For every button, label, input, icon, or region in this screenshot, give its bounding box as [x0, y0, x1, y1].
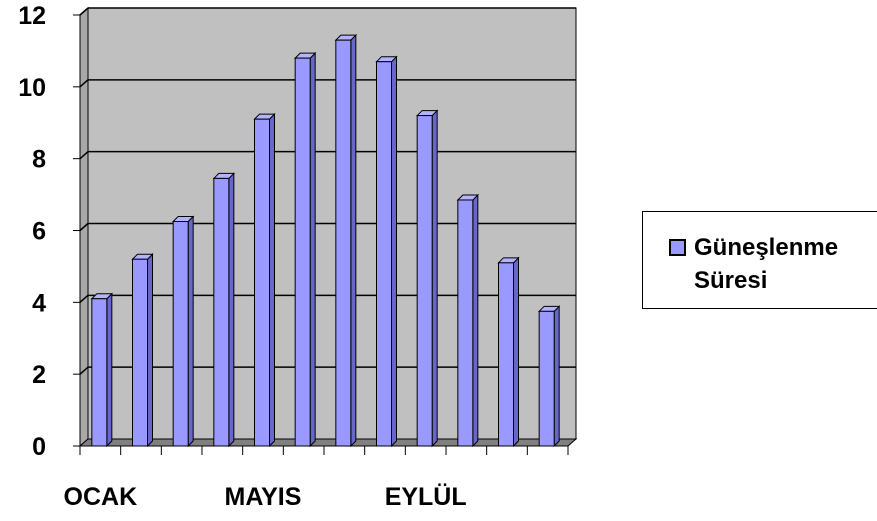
x-tick-label: OCAK — [64, 483, 138, 511]
bar — [415, 109, 439, 448]
bar-front — [294, 57, 311, 447]
gridline-side — [79, 366, 89, 375]
x-tick-labels: OCAK MAYIS EYLÜL — [64, 482, 467, 511]
bar — [293, 51, 317, 448]
legend-label-line2: Süresi — [694, 267, 768, 294]
legend: Güneşlenme Süresi — [642, 211, 877, 309]
bar — [537, 305, 561, 448]
bar-side — [513, 256, 519, 448]
bar-side — [106, 292, 113, 448]
gridline-side — [79, 294, 89, 303]
legend-swatch — [669, 239, 686, 256]
legend-label-line1: Güneşlenme — [694, 234, 839, 261]
x-tick-label: MAYIS — [225, 483, 302, 511]
y-tick-label: 12 — [18, 2, 46, 30]
y-tick-label: 10 — [18, 74, 46, 102]
bar — [131, 253, 154, 448]
y-tick-label: 8 — [32, 146, 46, 174]
y-tick-label: 0 — [32, 433, 46, 461]
bar — [171, 215, 195, 448]
bar-side — [391, 55, 397, 448]
bar-side — [350, 33, 357, 448]
legend-label: Güneşlenme Süresi — [694, 231, 877, 297]
bar — [212, 172, 236, 448]
gridline-side — [79, 151, 89, 160]
x-tick-label: EYLÜL — [385, 482, 467, 511]
gridline-side — [79, 222, 89, 232]
y-tick-label: 6 — [32, 218, 46, 246]
bar-side — [553, 305, 560, 448]
bar-front — [254, 118, 270, 447]
bar-side — [269, 112, 275, 448]
bar-side — [431, 109, 438, 448]
bar — [456, 193, 480, 448]
bar-front — [457, 199, 474, 447]
bar-front — [213, 177, 230, 447]
bar-front — [376, 61, 392, 447]
bar-front — [172, 221, 189, 447]
bar-front — [416, 115, 433, 447]
bar-side — [228, 172, 235, 448]
y-tick-label: 2 — [32, 361, 46, 389]
bar — [375, 55, 398, 448]
gridlines — [79, 7, 576, 375]
bars — [90, 33, 561, 448]
bar-front — [91, 298, 108, 447]
bar-front — [335, 39, 352, 447]
bar-front — [132, 258, 148, 447]
axes — [73, 14, 569, 455]
bar-front — [498, 262, 514, 447]
gridline-side — [79, 79, 89, 88]
bar-side — [147, 253, 153, 448]
bar — [253, 112, 276, 448]
bar-side — [187, 215, 194, 448]
bar — [497, 256, 520, 448]
bar-front — [538, 310, 555, 447]
bar — [334, 33, 358, 448]
bar-side — [472, 193, 479, 448]
y-tick-label: 4 — [32, 289, 46, 317]
gridline-side — [79, 7, 89, 16]
y-tick-labels: 0 2 4 6 8 10 12 — [18, 2, 46, 461]
bar-side — [309, 51, 316, 448]
bar — [90, 292, 114, 448]
